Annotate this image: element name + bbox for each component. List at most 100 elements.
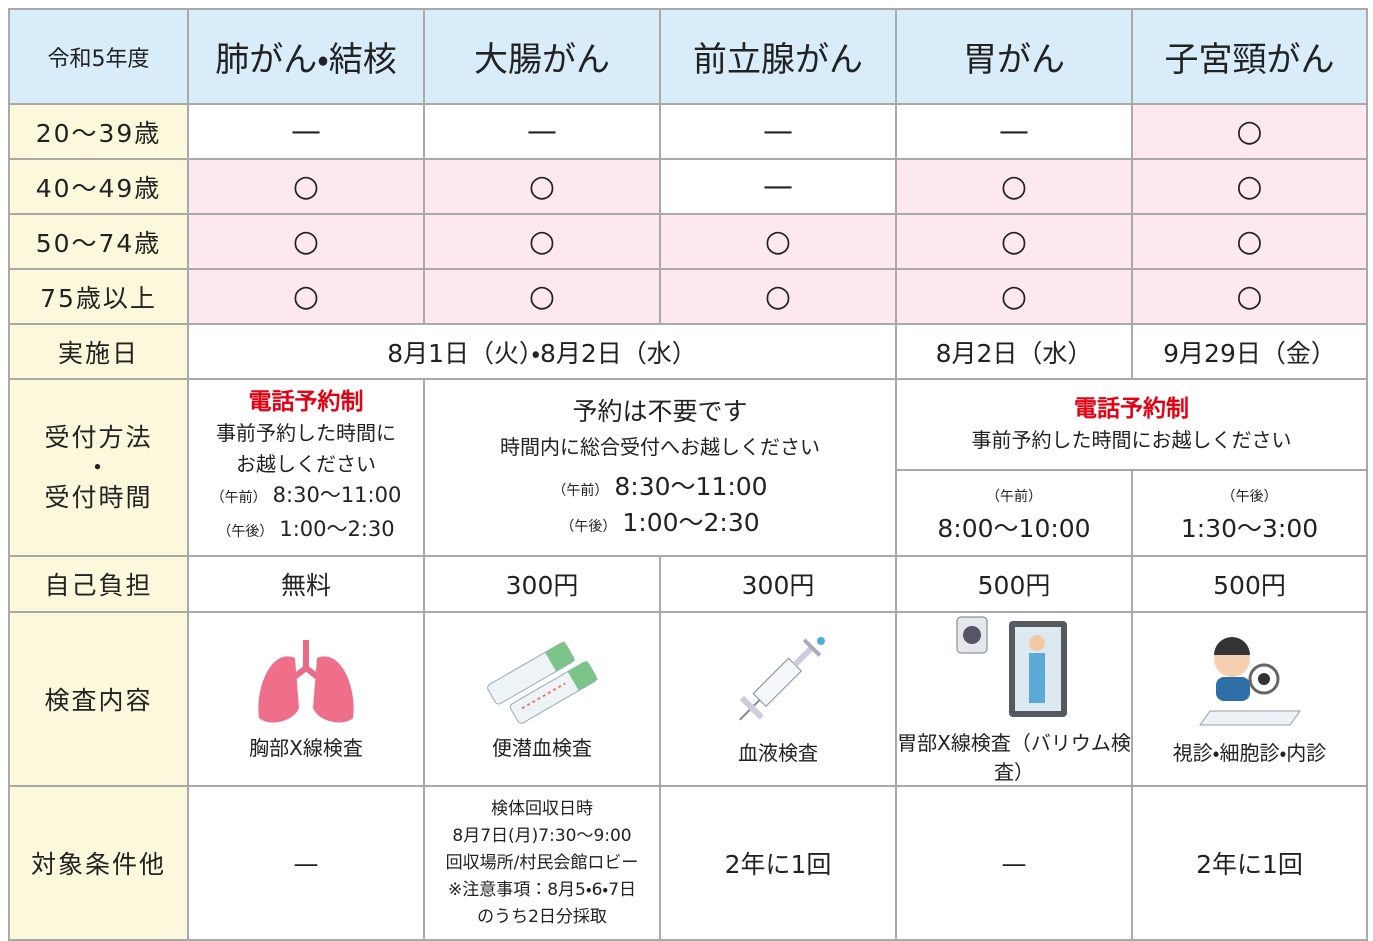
cell: 胸部X線検査 bbox=[187, 611, 425, 787]
exam-icon bbox=[662, 633, 894, 733]
cell: 300円 bbox=[659, 555, 897, 613]
text-line: 受付方法 bbox=[44, 422, 153, 452]
exam-caption: 便潜血検査 bbox=[492, 735, 592, 760]
spacer bbox=[426, 463, 894, 471]
text-line: 受付時間 bbox=[44, 482, 153, 512]
cell: ○ bbox=[1131, 158, 1368, 215]
exam-caption: 血液検査 bbox=[738, 740, 818, 765]
time: 1:00〜2:30 bbox=[279, 517, 395, 541]
cell: 電話予約制事前予約した時間にお越しください bbox=[895, 378, 1368, 471]
cell: ○ bbox=[1131, 268, 1368, 325]
page: page html, body { margin: 0; padding: 0;… bbox=[8, 8, 1368, 941]
cell: （午後） 1:30〜3:00 bbox=[1131, 469, 1368, 557]
age-row: 50〜74歳 ○ ○ ○ ○ ○ bbox=[8, 213, 1368, 270]
time-line: （午前） 8:30〜11:00 bbox=[426, 471, 894, 507]
text-line: お越しください bbox=[236, 452, 376, 476]
time: 1:00〜2:30 bbox=[622, 508, 760, 537]
xray-icon bbox=[956, 616, 1067, 717]
cell: ○ bbox=[187, 213, 425, 270]
text-line: 検体回収日時 bbox=[491, 798, 593, 819]
text-line: 8月7日(月)7:30〜9:00 bbox=[452, 825, 632, 846]
cell: ○ bbox=[423, 213, 661, 270]
cell: 50〜74歳 bbox=[8, 213, 189, 270]
cell: 検査内容 bbox=[8, 611, 189, 787]
exam-icon bbox=[898, 614, 1130, 723]
cell: — bbox=[187, 785, 425, 941]
text-line: ※注意事項：8月5・6・7日 bbox=[447, 879, 637, 900]
exam-caption: 胃部X線検査（バリウム検査） bbox=[897, 731, 1131, 784]
cell: 20〜39歳 bbox=[8, 103, 189, 160]
cell: ○ bbox=[423, 158, 661, 215]
exam-icon bbox=[1134, 633, 1365, 733]
period: （午前） bbox=[210, 490, 267, 506]
table-body: 令和5年度 肺がん・結核 大腸がん 前立腺がん 胃がん 子宮頸がん 20〜39歳… bbox=[8, 8, 1368, 941]
cell: 視診・細胞診・内診 bbox=[1131, 611, 1368, 787]
header-cell: 令和5年度 bbox=[8, 8, 189, 105]
cell: — bbox=[423, 103, 661, 160]
cell: 予約は不要です 時間内に総合受付へお越しください （午前） 8:30〜11:00 （午後… bbox=[423, 378, 897, 557]
exam-caption: 胸部X線検査 bbox=[249, 735, 363, 760]
cell: ○ bbox=[895, 213, 1133, 270]
header-cell: 胃がん bbox=[895, 8, 1133, 105]
text-line: 1:30〜3:00 bbox=[1180, 514, 1319, 543]
reception-row: （午前） 8:00〜10:00 （午後） 1:30〜3:00 bbox=[9, 469, 1368, 557]
cell: ○ bbox=[1131, 103, 1368, 160]
text-line: 時間内に総合受付へお越しください bbox=[500, 435, 820, 459]
cell: 8月2日（水） bbox=[895, 323, 1133, 380]
time-line: （午後） 1:00〜2:30 bbox=[190, 514, 422, 548]
header-row: 令和5年度 肺がん・結核 大腸がん 前立腺がん 胃がん 子宮頸がん bbox=[8, 8, 1368, 105]
header-cell: 肺がん・結核 bbox=[187, 8, 425, 105]
cell: 便潜血検査 bbox=[423, 611, 661, 787]
text-line: 電話予約制 bbox=[248, 389, 364, 415]
text-line: ・ bbox=[84, 452, 112, 482]
text-line: 電話予約制 bbox=[1074, 395, 1189, 422]
cell: 対象条件他 bbox=[8, 785, 189, 941]
time-line: （午前） 8:30〜11:00 bbox=[190, 480, 422, 514]
cell: 無料 bbox=[187, 555, 425, 613]
exam-caption: 視診・細胞診・内診 bbox=[1172, 740, 1327, 765]
header-cell: 前立腺がん bbox=[659, 8, 897, 105]
text-line: （午後） bbox=[1221, 489, 1278, 505]
lungs-icon bbox=[258, 639, 354, 723]
cell: （午前） 8:00〜10:00 bbox=[895, 469, 1133, 557]
cell: 500円 bbox=[1131, 555, 1368, 613]
cell: 2年に1回 bbox=[659, 785, 897, 941]
cell: 500円 bbox=[895, 555, 1133, 613]
time: 8:30〜11:00 bbox=[272, 483, 402, 507]
cell: ○ bbox=[1131, 213, 1368, 270]
text-line: 事前予約した時間にお越しください bbox=[971, 427, 1292, 452]
cell: ○ bbox=[895, 268, 1133, 325]
time-line: （午後） 1:00〜2:30 bbox=[426, 507, 894, 543]
cell: 電話予約制 事前予約した時間に お越しください （午前） 8:30〜11:00 （午後） 1… bbox=[187, 378, 425, 557]
text-line: 8:00〜10:00 bbox=[937, 514, 1091, 543]
text-line: 回収場所/村民会館ロビー bbox=[445, 852, 639, 873]
cell: ○ bbox=[659, 213, 897, 270]
age-row: 75歳以上 ○ ○ ○ ○ ○ bbox=[8, 268, 1368, 325]
header-cell: 大腸がん bbox=[423, 8, 661, 105]
syringe-icon bbox=[739, 636, 825, 720]
reception-row: 受付方法・受付時間 電話予約制事前予約した時間に お越しください （午前） 8:30〜1… bbox=[8, 378, 1368, 557]
page-body: {"header": ["令和5年度", "肺がん・結核", "大腸がん", "… bbox=[8, 8, 1368, 941]
period: （午前） bbox=[552, 483, 609, 499]
cell: — bbox=[895, 785, 1133, 941]
cell: 自己負担 bbox=[8, 555, 189, 613]
cell: — bbox=[659, 103, 897, 160]
cell: 胃部X線検査（バリウム検査） bbox=[895, 611, 1133, 787]
doctor-icon bbox=[1198, 636, 1301, 725]
text-line: のうち2日分採取 bbox=[477, 906, 607, 927]
conditions-row: 対象条件他 — 検体回収日時 8月7日(月)7:30〜9:00 回収場所/村民会館ロビー… bbox=[8, 785, 1368, 941]
cell: 8月1日（火）・8月2日（水） bbox=[187, 323, 897, 380]
period: （午後） bbox=[217, 524, 274, 540]
text-line: （午前） bbox=[986, 489, 1042, 505]
cell: ○ bbox=[187, 268, 425, 325]
cell: ○ bbox=[187, 158, 425, 215]
cost-row: 自己負担 無料 300円 300円 500円 500円 bbox=[8, 555, 1368, 613]
exam-icon bbox=[426, 638, 658, 728]
cell: 検体回収日時 8月7日(月)7:30〜9:00 回収場所/村民会館ロビー ※注意事項：… bbox=[423, 785, 661, 941]
cell: 40〜49歳 bbox=[8, 158, 189, 215]
cell: ○ bbox=[423, 268, 661, 325]
exam-row: 検査内容胸部X線検査 便潜血検査 血液検査 胃部X線検査（バリウム検査） 視診・細胞診・… bbox=[8, 611, 1368, 787]
screening-table: 令和5年度 肺がん・結核 大腸がん 前立腺がん 胃がん 子宮頸がん 20〜39歳… bbox=[8, 8, 1368, 941]
cell: 300円 bbox=[423, 555, 661, 613]
cell: ○ bbox=[659, 268, 897, 325]
